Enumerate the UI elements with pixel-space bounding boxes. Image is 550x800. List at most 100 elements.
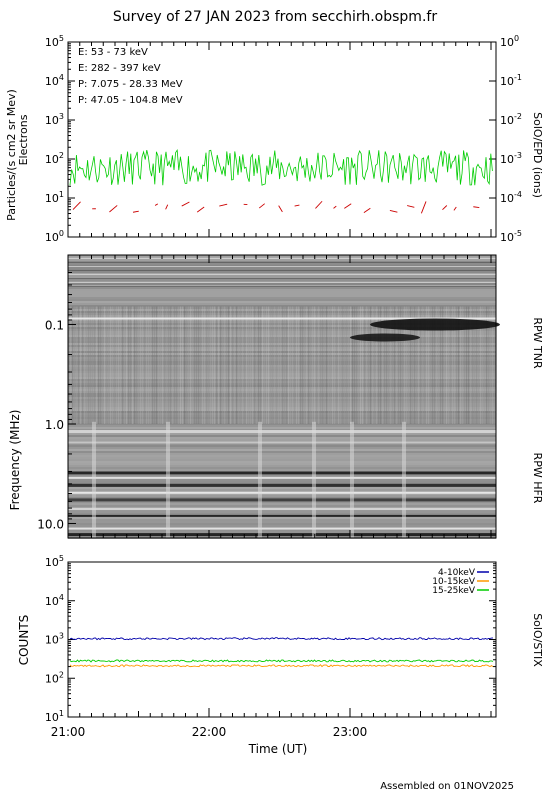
- spectrogram-row: [68, 385, 496, 387]
- spectrogram-column: [198, 306, 200, 424]
- spectrogram-column: [180, 306, 182, 424]
- spectrogram-column: [444, 306, 446, 424]
- spectrogram-row: [68, 375, 496, 377]
- spectrogram-column: [350, 306, 352, 424]
- spectrogram-column: [120, 306, 122, 424]
- hfr-band: [68, 533, 496, 537]
- spectrogram-column: [450, 306, 452, 424]
- spectrogram-column: [428, 306, 430, 424]
- legend-p-high: P: 47.05 - 104.8 MeV: [78, 95, 183, 106]
- spectrogram-column: [280, 306, 282, 424]
- legend-p-low: P: 7.075 - 28.33 MeV: [78, 79, 183, 90]
- spectrogram-column: [84, 306, 86, 424]
- spectrogram-row: [68, 357, 496, 359]
- spectrogram-row: [68, 399, 496, 401]
- legend-e-low: E: 53 - 73 keV: [78, 47, 148, 58]
- spectrogram-column: [384, 306, 386, 424]
- spectrogram-column: [74, 306, 76, 424]
- hfr-column: [258, 421, 262, 538]
- spectrogram-row: [68, 337, 496, 339]
- tnr-top-line: [68, 286, 496, 287]
- spectrogram-column: [448, 306, 450, 424]
- spectrogram-column: [494, 306, 496, 424]
- hfr-band: [68, 527, 496, 530]
- spectrogram-column: [410, 306, 412, 424]
- spectrogram-row: [68, 325, 496, 327]
- spectrogram-column: [234, 306, 236, 424]
- spectrogram-column: [200, 306, 202, 424]
- spectrogram-column: [252, 306, 254, 424]
- hfr-band: [68, 476, 496, 479]
- spectrogram-column: [178, 306, 180, 424]
- spectrogram-row: [68, 323, 496, 325]
- spectrogram-column: [240, 306, 242, 424]
- epd-right-tick-label: 10-3: [500, 151, 522, 166]
- spectrogram-column: [470, 306, 472, 424]
- spectrogram-row: [68, 411, 496, 413]
- spectrogram-column: [92, 306, 94, 424]
- spectrogram-column: [168, 306, 170, 424]
- spectrogram-column: [268, 306, 270, 424]
- spectrogram-row: [68, 475, 496, 477]
- radio-burst-lower: [350, 333, 420, 342]
- stix-y-tick-label: 104: [45, 593, 64, 608]
- stix-x-axis: 21:00 22:00 23:00: [51, 708, 492, 739]
- series-e-high-segment: [294, 204, 300, 207]
- spectrogram-row: [68, 377, 496, 379]
- spectrogram-column: [320, 306, 322, 424]
- spectrogram-row: [68, 457, 496, 459]
- spectrogram-column: [192, 306, 194, 424]
- spectrogram-column: [382, 306, 384, 424]
- spectrogram-row: [68, 389, 496, 391]
- spectrogram-column: [132, 306, 134, 424]
- spectrogram-row: [68, 321, 496, 323]
- spectrogram-column: [466, 306, 468, 424]
- spectrogram-row: [68, 327, 496, 329]
- spectrogram-column: [422, 306, 424, 424]
- spectrogram-column: [78, 306, 80, 424]
- epd-ylabel-right: SolO/EPD (ions): [531, 112, 544, 198]
- spectrogram-column: [480, 306, 482, 424]
- spectrogram-row: [68, 403, 496, 405]
- spectrogram-row: [68, 489, 496, 491]
- spectrogram-row: [68, 437, 496, 439]
- spectrogram-column: [170, 306, 172, 424]
- spectrogram-column: [326, 306, 328, 424]
- spectrogram-column: [224, 306, 226, 424]
- legend-e-high: E: 282 - 397 keV: [78, 63, 161, 74]
- spectrogram-row: [68, 387, 496, 389]
- spectrogram-row: [68, 367, 496, 369]
- spectrogram-column: [426, 306, 428, 424]
- series-e-high-segment: [442, 205, 448, 210]
- spectrogram-column: [264, 306, 266, 424]
- hfr-band: [68, 483, 496, 487]
- spectrogram-row: [68, 297, 496, 299]
- spectrogram-column: [236, 306, 238, 424]
- spectrogram-row: [68, 523, 496, 525]
- spectrogram-column: [88, 306, 90, 424]
- spectrogram-column: [130, 306, 132, 424]
- spectrogram-column: [354, 306, 356, 424]
- spectrogram-row: [68, 311, 496, 313]
- spectrogram-column: [336, 306, 338, 424]
- stix-ylabel-right: SolO/STIX: [531, 613, 544, 667]
- spectrogram-column: [474, 306, 476, 424]
- stix-x-tick-label: 23:00: [333, 725, 368, 739]
- spectrogram-row: [68, 517, 496, 519]
- spectrogram-column: [352, 306, 354, 424]
- stix-y-tick-label: 103: [45, 632, 64, 647]
- spectrogram-row: [68, 487, 496, 489]
- spectrogram-column: [492, 306, 494, 424]
- spectrogram-column: [254, 306, 256, 424]
- spectrogram-column: [322, 306, 324, 424]
- spectrogram-column: [140, 306, 142, 424]
- series-e-high-segment: [278, 205, 283, 213]
- spectrogram-row: [68, 439, 496, 441]
- radio-burst: [370, 318, 500, 331]
- spectrogram-column: [174, 306, 176, 424]
- stix-y-axis: 101 102 103 104 105: [45, 554, 496, 724]
- spectrogram-row: [68, 455, 496, 457]
- spectrogram-column: [216, 306, 218, 424]
- series-e-high-segment: [165, 204, 169, 210]
- spectrogram-column: [70, 306, 72, 424]
